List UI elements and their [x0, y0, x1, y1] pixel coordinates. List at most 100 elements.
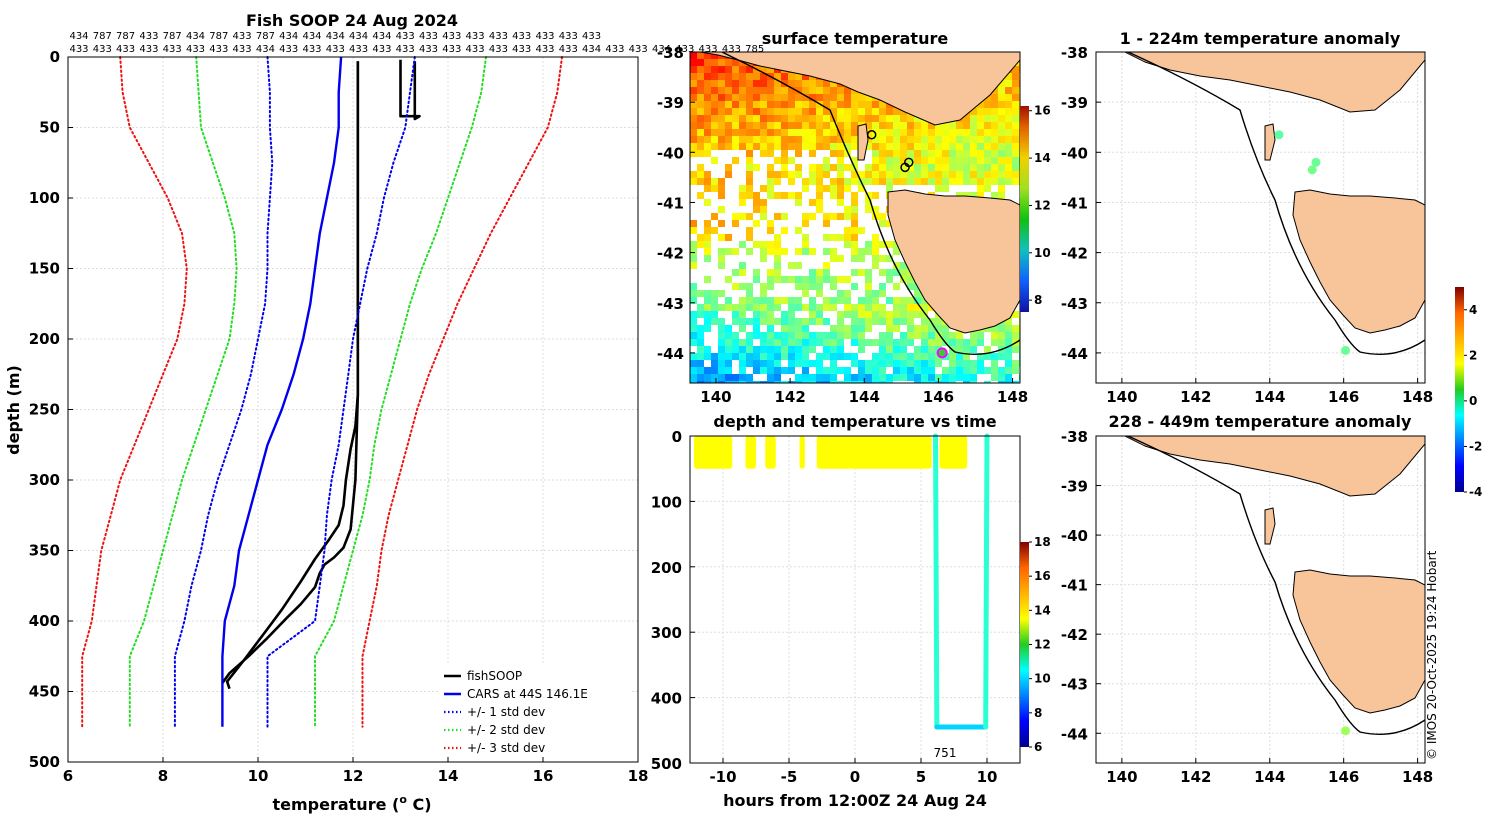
sst-cell	[802, 318, 809, 325]
sst-cell	[760, 360, 767, 367]
sst-cell	[963, 192, 970, 199]
sst-cell	[928, 353, 935, 360]
sst-cell	[774, 80, 781, 87]
sst-cell	[774, 129, 781, 136]
sst-cell	[977, 178, 984, 185]
sst-cell	[788, 353, 795, 360]
anomaly-upper-xtick-label: 144	[1254, 388, 1285, 406]
sst-cell	[921, 381, 928, 383]
sst-cell	[844, 241, 851, 248]
sst-cell	[998, 108, 1005, 115]
sst-cell	[900, 339, 907, 346]
sst-cell	[1005, 325, 1012, 332]
sst-cell	[886, 220, 893, 227]
sst-cell	[753, 360, 760, 367]
sst-cell	[865, 94, 872, 101]
sst-cell	[711, 227, 718, 234]
sst-cell	[802, 101, 809, 108]
sst-cell	[942, 178, 949, 185]
sst-cell	[921, 297, 928, 304]
sst-cell	[928, 171, 935, 178]
sst-cell	[690, 136, 697, 143]
sst-cell	[746, 360, 753, 367]
profile-series-line	[221, 56, 343, 727]
sst-cell	[823, 108, 830, 115]
sst-cell	[998, 185, 1005, 192]
sst-cell	[921, 367, 928, 374]
sst-cell	[725, 66, 732, 73]
sst-cell	[872, 241, 879, 248]
sst-cell	[732, 101, 739, 108]
profile-series-line	[128, 56, 238, 728]
sst-cell	[851, 269, 858, 276]
sst-cell	[949, 122, 956, 129]
sst-cell	[767, 360, 774, 367]
sst-cell	[774, 192, 781, 199]
sst-cell	[963, 339, 970, 346]
depth-time-xtick-label: 0	[850, 768, 860, 786]
sst-cell	[998, 367, 1005, 374]
sst-cell	[907, 297, 914, 304]
depth-time-ytick-label: 200	[651, 559, 682, 577]
sst-cell	[823, 143, 830, 150]
sst-cell	[970, 367, 977, 374]
sst-cell	[837, 311, 844, 318]
sst-cell	[921, 178, 928, 185]
sst-cell	[956, 332, 963, 339]
sst-cell	[690, 122, 697, 129]
sst-cell	[928, 136, 935, 143]
sst-cell	[809, 304, 816, 311]
sst-cell	[725, 73, 732, 80]
sst-cell	[865, 381, 872, 383]
sst-cell	[844, 234, 851, 241]
sst-cell	[991, 367, 998, 374]
depth-time-colorbar-label: 14	[1034, 603, 1051, 617]
sst-cell	[690, 262, 697, 269]
sst-cell	[767, 220, 774, 227]
sst-cell	[963, 381, 970, 383]
sst-cell	[809, 360, 816, 367]
sst-cell	[963, 150, 970, 157]
profile-count-label: 433	[722, 44, 741, 55]
sst-cell	[830, 346, 837, 353]
sst-cell	[697, 346, 704, 353]
sst-cell	[704, 199, 711, 206]
sst-track-marker	[936, 347, 948, 359]
sst-cell	[865, 374, 872, 381]
sst-cell	[711, 108, 718, 115]
sst-cell	[816, 318, 823, 325]
sst-cell	[697, 164, 704, 171]
sst-cell	[816, 178, 823, 185]
sst-cell	[739, 136, 746, 143]
sst-cell	[837, 199, 844, 206]
sst-cell	[767, 227, 774, 234]
sst-cell	[788, 101, 795, 108]
sst-cell	[816, 276, 823, 283]
sst-cell	[746, 87, 753, 94]
sst-cell	[725, 101, 732, 108]
sst-cell	[781, 171, 788, 178]
sst-cell	[704, 290, 711, 297]
sst-cell	[844, 136, 851, 143]
sst-cell	[998, 171, 1005, 178]
sst-cell	[942, 367, 949, 374]
sst-cell	[802, 304, 809, 311]
sst-cell	[865, 311, 872, 318]
sst-cell	[704, 381, 711, 383]
sst-cell	[795, 227, 802, 234]
sst-cell	[907, 150, 914, 157]
sst-cell	[935, 325, 942, 332]
sst-cell	[851, 325, 858, 332]
sst-cell	[739, 325, 746, 332]
depth-time-shallow-segment	[693, 436, 733, 469]
sst-cell	[746, 346, 753, 353]
anomaly-upper-point	[1307, 165, 1317, 175]
profile-count-label: 434	[372, 31, 391, 42]
sst-cell	[865, 241, 872, 248]
sst-cell	[711, 80, 718, 87]
sst-cell	[774, 178, 781, 185]
sst-cell	[858, 248, 865, 255]
depth-time-ytick-label: 500	[651, 755, 682, 773]
sst-cell	[795, 262, 802, 269]
